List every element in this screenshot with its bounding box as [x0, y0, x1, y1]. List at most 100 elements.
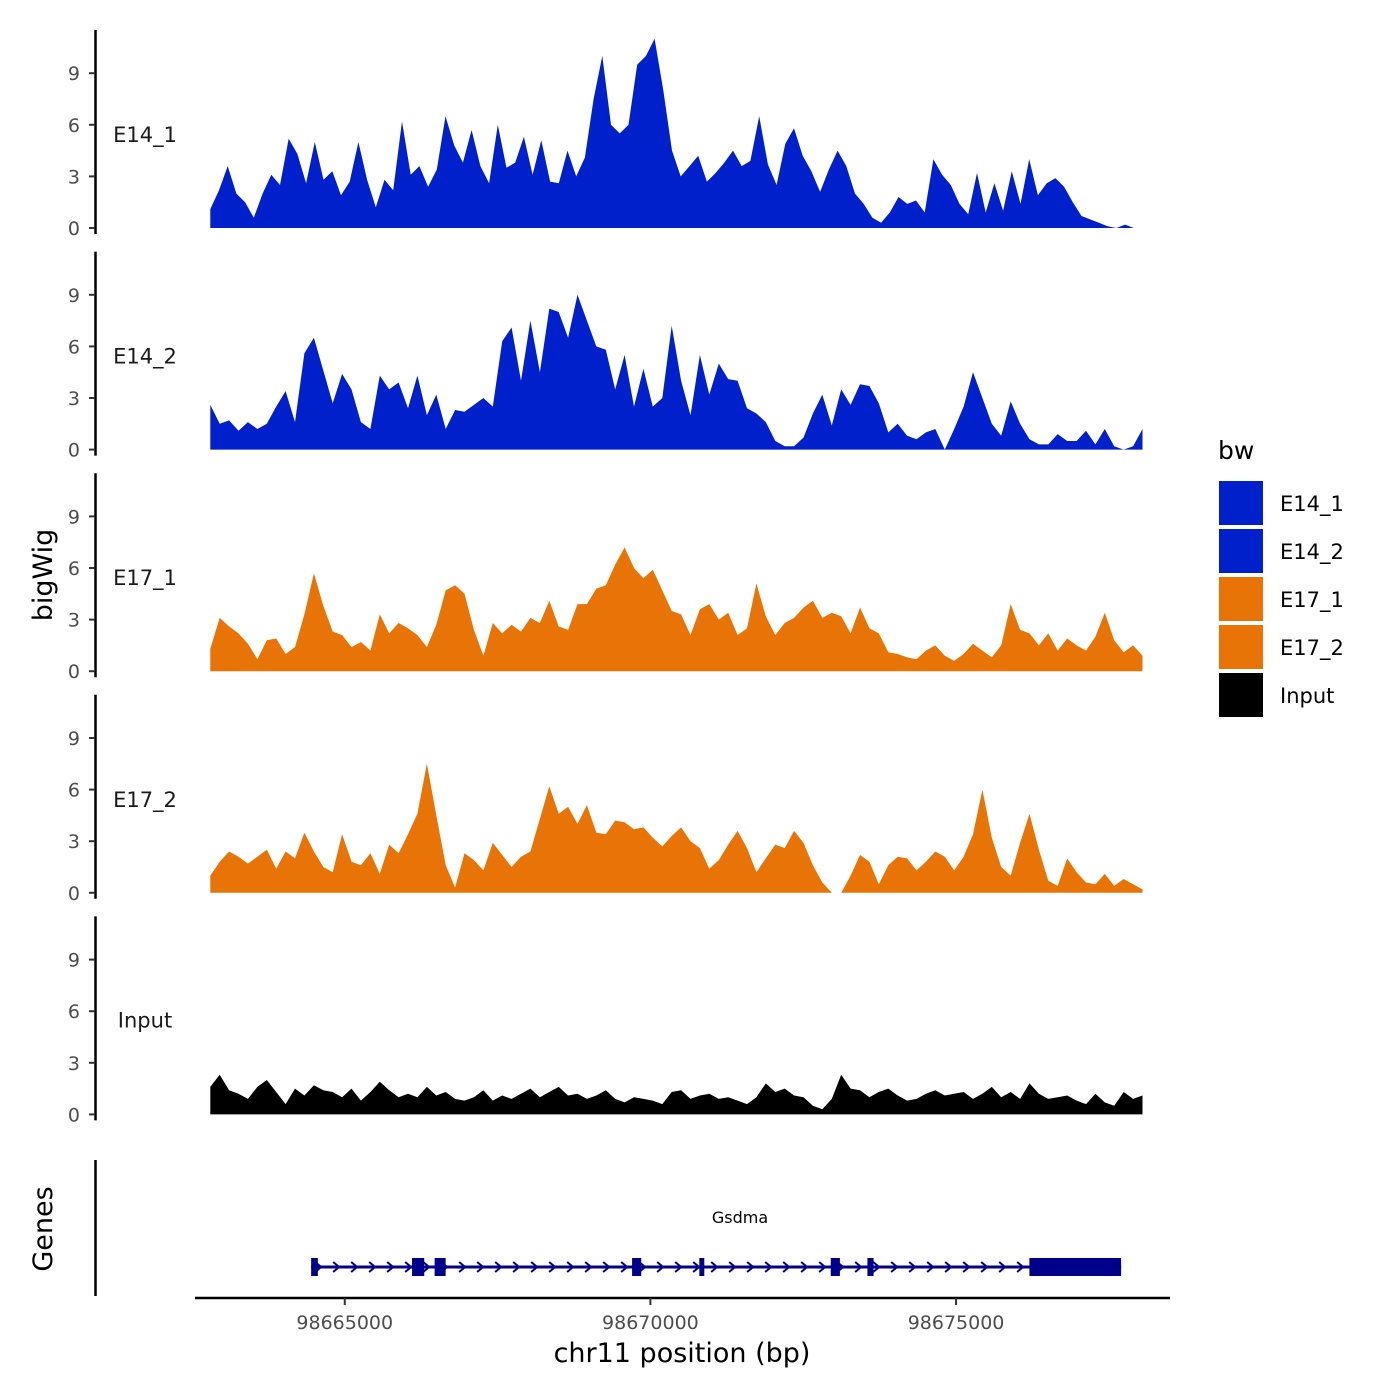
strand-arrow	[800, 1261, 809, 1273]
y-tick-label: 0	[68, 218, 80, 240]
y-tick-label: 0	[68, 440, 80, 462]
strand-arrow	[620, 1261, 629, 1273]
y-tick-label: 9	[68, 285, 80, 307]
strand-arrow	[386, 1261, 395, 1273]
gene-track: Gsdma	[94, 1160, 1122, 1296]
coverage-area-input	[210, 1074, 1143, 1115]
strand-arrow	[692, 1261, 701, 1273]
legend-label-input: Input	[1280, 684, 1334, 708]
strand-arrow	[782, 1261, 791, 1273]
y-tick-label: 9	[68, 950, 80, 972]
x-tick-label: 98665000	[296, 1312, 393, 1334]
strand-arrow	[530, 1261, 539, 1273]
coverage-area-e14-2	[210, 294, 1143, 450]
gene-exon	[867, 1258, 874, 1276]
strand-arrow	[908, 1261, 917, 1273]
coverage-area-e17-1	[210, 547, 1143, 672]
gene-exon	[311, 1258, 318, 1276]
strand-arrow	[710, 1261, 719, 1273]
track-label-input: Input	[118, 1008, 172, 1032]
y-tick-label: 3	[68, 610, 80, 632]
track-label-e14-1: E14_1	[113, 123, 177, 148]
strand-arrow	[872, 1261, 881, 1273]
y-tick-label: 6	[68, 1001, 80, 1023]
legend-key-e17-2	[1217, 623, 1265, 671]
gene-exon	[699, 1258, 705, 1276]
strand-arrow	[728, 1261, 737, 1273]
strand-arrow	[674, 1261, 683, 1273]
legend-key-e14-1	[1217, 479, 1265, 527]
track-e14-2: 0 3 6 9 E14_2	[68, 251, 1143, 462]
track-input: 0 3 6 9 Input	[68, 916, 1143, 1126]
gene-exon	[434, 1258, 446, 1276]
legend-label-e14-2: E14_2	[1280, 540, 1344, 565]
strand-arrow	[494, 1261, 503, 1273]
coverage-tracks: 0 3 6 9 E14_1 0 3 6 9 E14_2 0 3 6 9 E17_1 0 3 6 9 E17_2 0 3 6 9…	[68, 30, 1143, 1126]
y-tick-label: 3	[68, 166, 80, 188]
y-tick-label: 9	[68, 63, 80, 85]
strand-arrow	[350, 1261, 359, 1273]
legend: bw E14_1 E14_2 E17_1 E17_2 Input	[1217, 436, 1344, 719]
gene-exon	[412, 1258, 425, 1276]
strand-arrow	[854, 1261, 863, 1273]
strand-arrow	[926, 1261, 935, 1273]
strand-arrow	[746, 1261, 755, 1273]
strand-arrow	[548, 1261, 557, 1273]
legend-label-e14-1: E14_1	[1280, 492, 1344, 517]
gene-exon	[632, 1258, 642, 1276]
strand-arrow	[404, 1261, 413, 1273]
legend-key-input	[1217, 671, 1265, 719]
strand-arrow	[332, 1261, 341, 1273]
coverage-area-e17-2	[210, 763, 1143, 893]
strand-arrow	[566, 1261, 575, 1273]
strand-arrow	[1016, 1261, 1025, 1273]
gene-label-gsdma: Gsdma	[712, 1208, 768, 1227]
y-tick-label: 6	[68, 336, 80, 358]
legend-key-e17-1	[1217, 575, 1265, 623]
strand-arrow	[764, 1261, 773, 1273]
track-e14-1: 0 3 6 9 E14_1	[68, 30, 1143, 240]
y-tick-label: 3	[68, 1053, 80, 1075]
y-tick-label: 9	[68, 728, 80, 750]
strand-arrow	[602, 1261, 611, 1273]
track-e17-2: 0 3 6 9 E17_2	[68, 694, 1143, 905]
y-axis-title: bigWig	[28, 529, 59, 622]
gene-exon	[830, 1258, 840, 1276]
track-label-e14-2: E14_2	[113, 345, 177, 370]
x-tick-label: 98675000	[908, 1312, 1005, 1334]
y-tick-label: 3	[68, 388, 80, 410]
strand-arrow	[476, 1261, 485, 1273]
x-axis-title: chr11 position (bp)	[554, 1338, 811, 1369]
gene-model	[311, 1258, 1122, 1276]
strand-arrow	[890, 1261, 899, 1273]
y-tick-label: 0	[68, 1104, 80, 1126]
y-tick-label: 0	[68, 883, 80, 905]
genes-track-title: Genes	[28, 1186, 59, 1271]
strand-arrow	[458, 1261, 467, 1273]
strand-arrow	[962, 1261, 971, 1273]
y-tick-label: 6	[68, 558, 80, 580]
strand-arrow	[818, 1261, 827, 1273]
legend-key-e14-2	[1217, 527, 1265, 575]
strand-arrow	[980, 1261, 989, 1273]
strand-arrow	[584, 1261, 593, 1273]
strand-arrow	[656, 1261, 665, 1273]
legend-title: bw	[1218, 436, 1254, 465]
track-e17-1: 0 3 6 9 E17_1	[68, 473, 1143, 683]
legend-label-e17-1: E17_1	[1280, 588, 1344, 613]
y-tick-label: 3	[68, 831, 80, 853]
y-tick-label: 0	[68, 661, 80, 683]
strand-arrow	[512, 1261, 521, 1273]
strand-arrow	[422, 1261, 431, 1273]
y-tick-label: 9	[68, 506, 80, 528]
gene-exon-utr	[1029, 1258, 1122, 1276]
x-tick-label: 98670000	[602, 1312, 699, 1334]
track-label-e17-1: E17_1	[113, 566, 177, 591]
legend-label-e17-2: E17_2	[1280, 636, 1344, 661]
y-tick-label: 6	[68, 780, 80, 802]
strand-arrow	[368, 1261, 377, 1273]
coverage-area-e14-1	[210, 38, 1143, 228]
track-label-e17-2: E17_2	[113, 788, 177, 813]
y-tick-label: 6	[68, 115, 80, 137]
